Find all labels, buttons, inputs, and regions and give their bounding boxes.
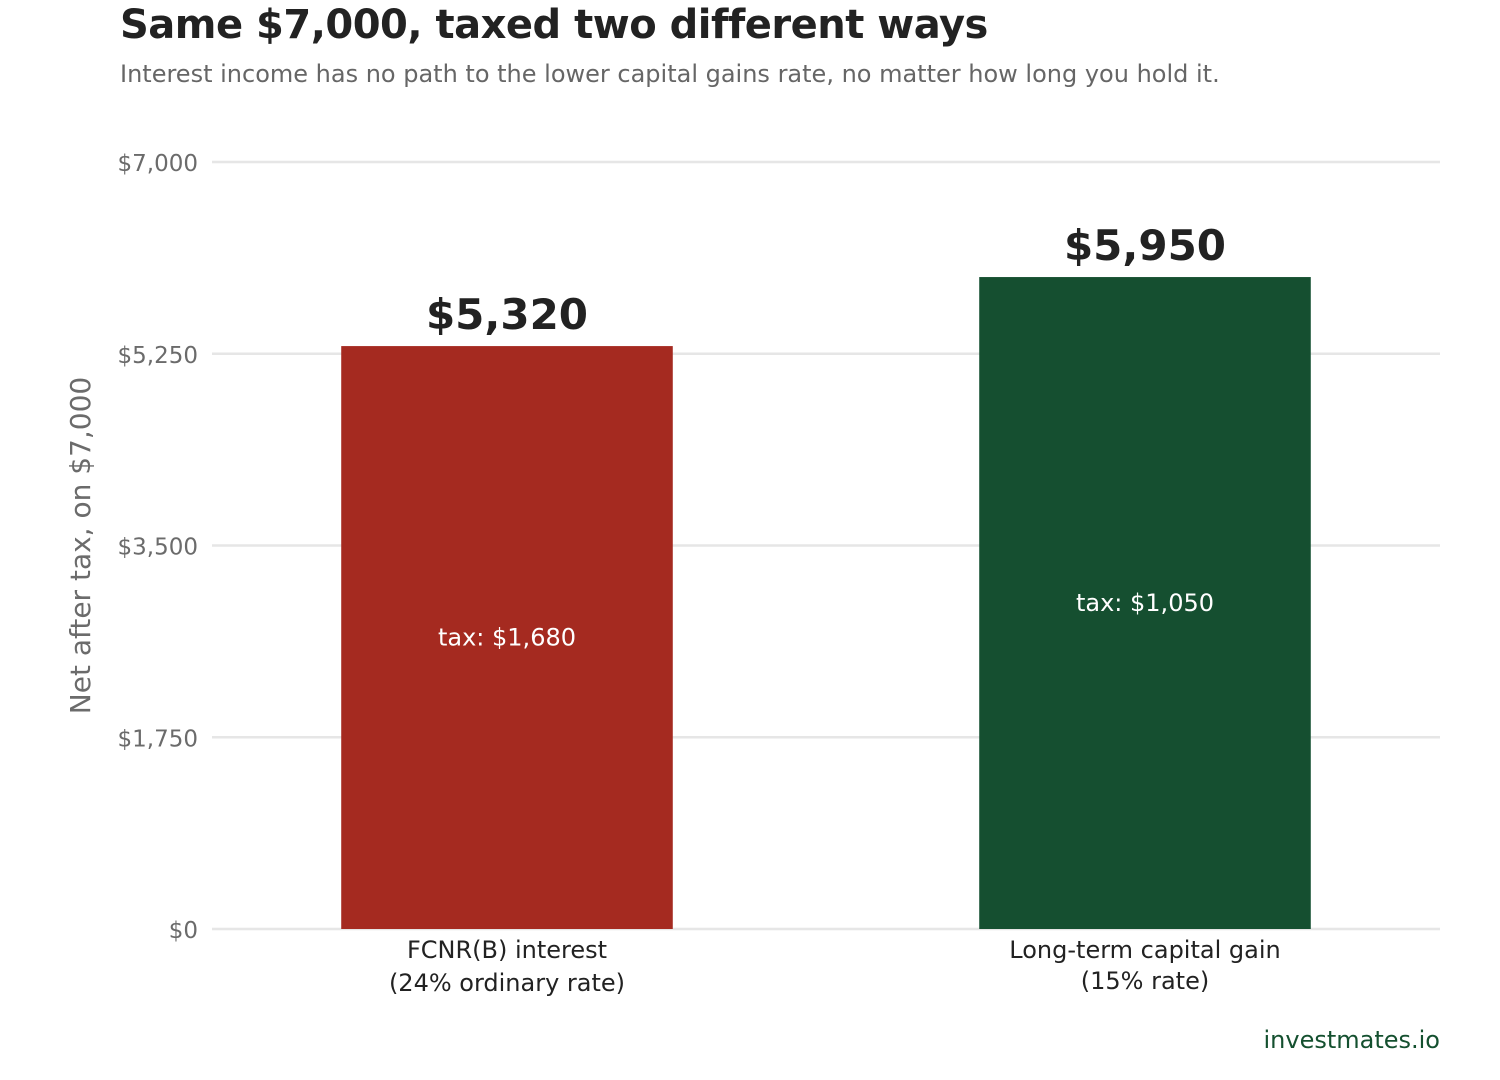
- bar: [341, 346, 673, 930]
- y-tick-label: $1,750: [118, 726, 198, 752]
- bar-value-label: $5,320: [426, 290, 588, 339]
- y-tick-label: $5,250: [118, 343, 198, 369]
- y-tick-label: $0: [169, 918, 198, 944]
- bar-tax-label: tax: $1,050: [1076, 589, 1214, 617]
- bars: [341, 277, 1311, 930]
- bar-value-label: $5,950: [1064, 221, 1226, 270]
- chart-title: Same $7,000, taxed two different ways: [120, 2, 988, 48]
- y-axis-label: Net after tax, on $7,000: [64, 377, 97, 714]
- x-category-label: (15% rate): [1081, 967, 1209, 995]
- chart-subtitle: Interest income has no path to the lower…: [120, 60, 1220, 88]
- x-category-label: (24% ordinary rate): [389, 969, 625, 997]
- y-axis-ticks: $0 $1,750 $3,500 $5,250 $7,000: [118, 151, 198, 944]
- x-category-label: Long-term capital gain: [1009, 936, 1280, 964]
- bar: [979, 277, 1311, 929]
- bar-tax-label: tax: $1,680: [438, 624, 576, 652]
- y-tick-label: $7,000: [118, 151, 198, 177]
- y-tick-label: $3,500: [118, 535, 198, 561]
- bar-labels: $5,320 tax: $1,680 $5,950 tax: $1,050: [426, 221, 1226, 651]
- x-axis-categories: FCNR(B) interest (24% ordinary rate) Long-…: [389, 936, 1281, 997]
- source-credit: investmates.io: [1263, 1026, 1440, 1054]
- x-category-label: FCNR(B) interest: [407, 936, 607, 964]
